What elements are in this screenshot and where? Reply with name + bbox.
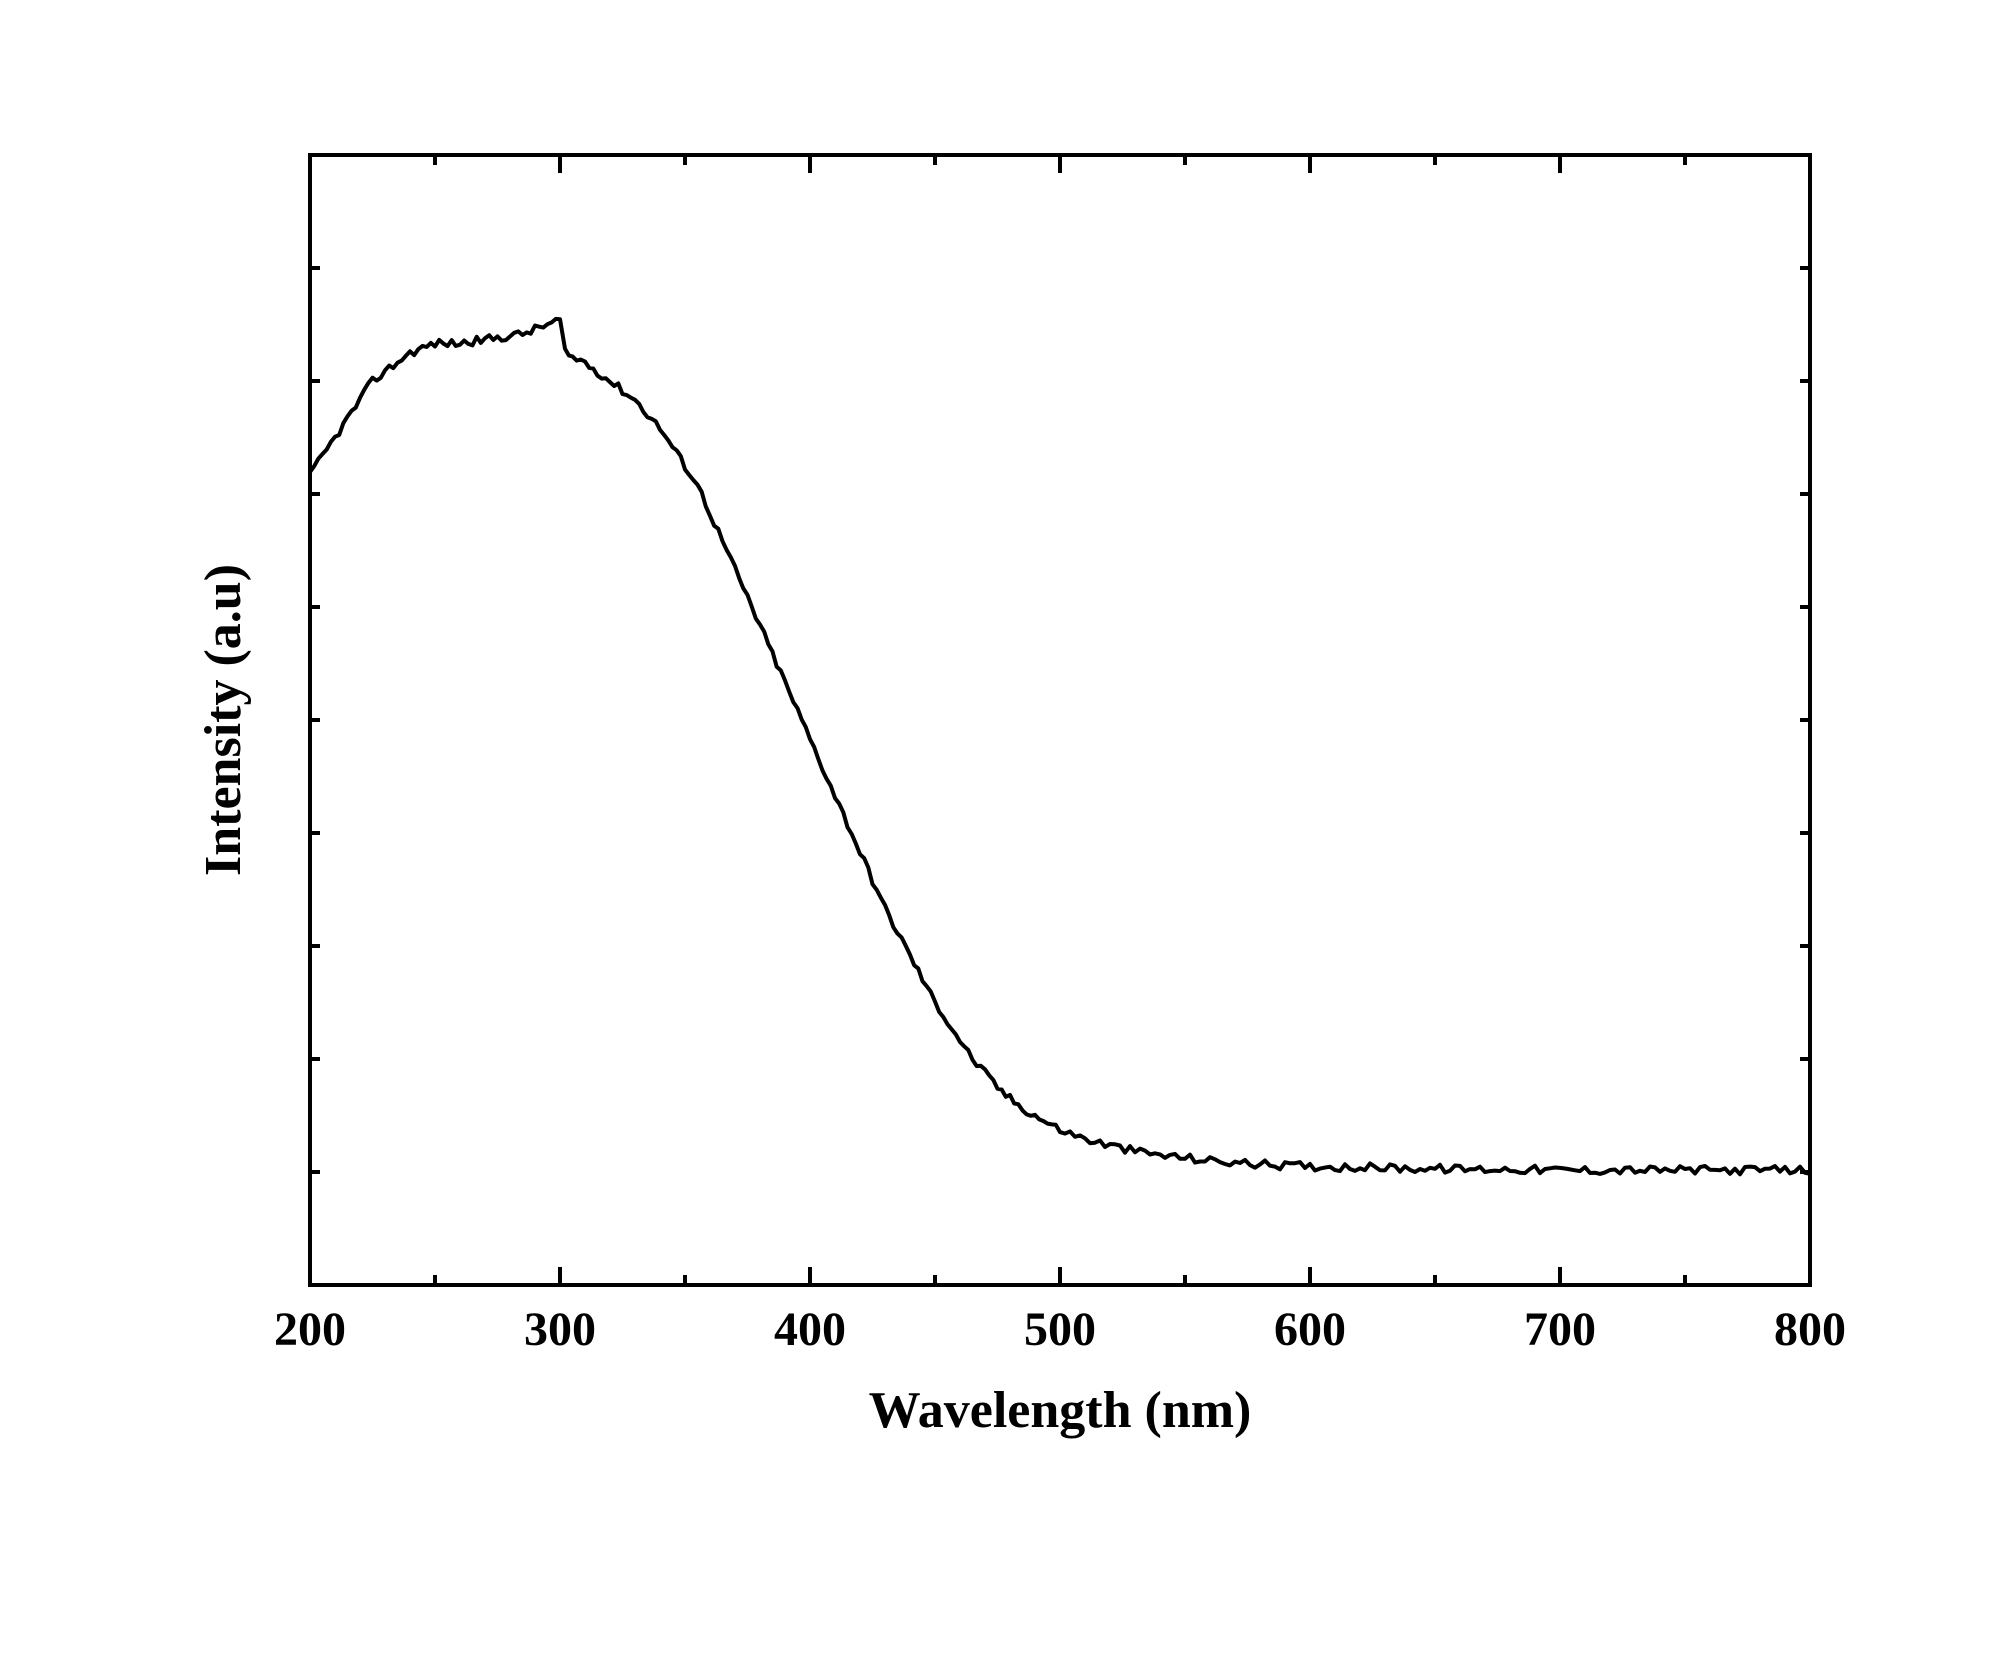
x-tick-label: 600 (1274, 1303, 1346, 1356)
x-tick-label: 300 (524, 1303, 596, 1356)
x-tick-label: 400 (774, 1303, 846, 1356)
x-tick-label: 700 (1524, 1303, 1596, 1356)
x-tick-label: 800 (1774, 1303, 1846, 1356)
spectrum-chart: 200 300 400 500 600 700 800 Wavelength (nm) Inte… (0, 0, 2000, 1677)
spectrum-line (310, 319, 1810, 1174)
x-axis-label: Wavelength (nm) (869, 1382, 1252, 1439)
chart-svg: 200 300 400 500 600 700 800 Wavelength (nm) Inte… (0, 0, 2000, 1677)
x-tick-label: 200 (274, 1303, 346, 1356)
x-tick-label: 500 (1024, 1303, 1096, 1356)
y-axis-label: Intensity (a.u) (195, 564, 252, 876)
